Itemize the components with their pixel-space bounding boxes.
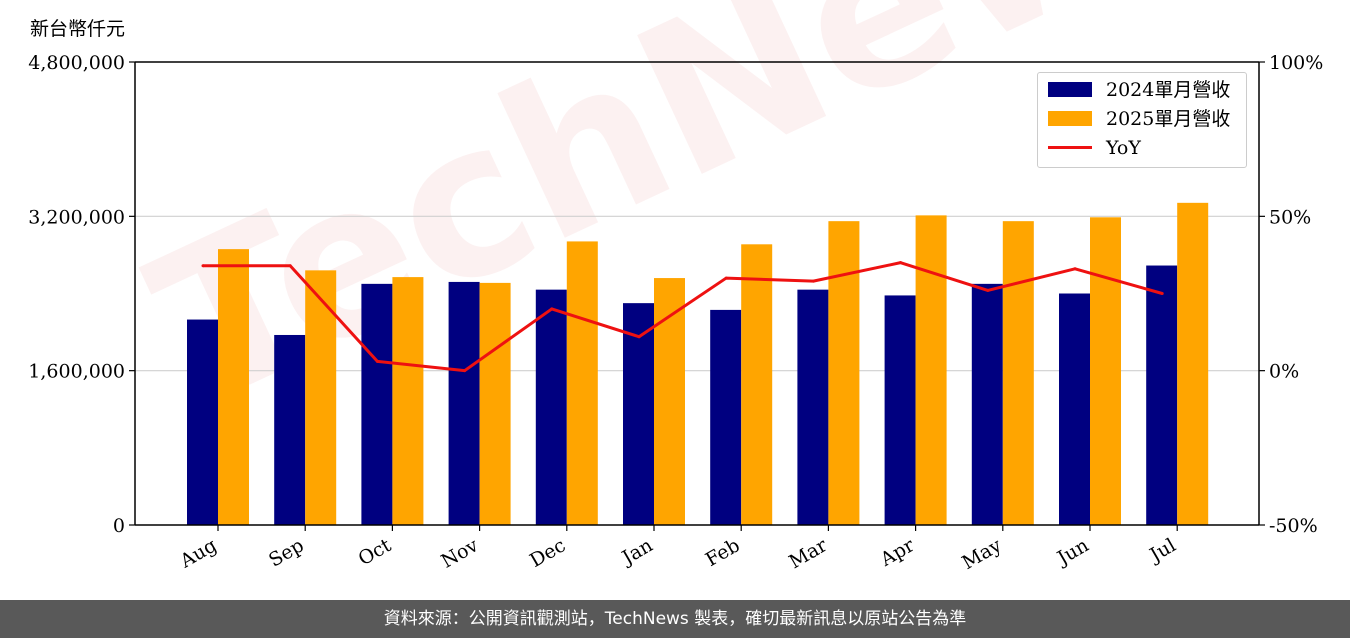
legend-item-2024: 2024單月營收 xyxy=(1048,77,1243,103)
yoy-point-oct xyxy=(375,359,379,363)
yoy-point-jun xyxy=(1073,267,1077,271)
bar-2025-jan xyxy=(654,278,685,525)
bar-2024-aug xyxy=(187,319,218,525)
bar-2025-mar xyxy=(828,221,860,525)
legend-swatch-2025 xyxy=(1048,111,1092,126)
yoy-point-jan xyxy=(637,335,641,339)
x-tick-label-mar: Mar xyxy=(785,534,831,573)
x-tick-label-jul: Jul xyxy=(1145,534,1180,567)
x-tick-label-apr: Apr xyxy=(876,534,919,571)
x-tick-label-nov: Nov xyxy=(437,534,482,573)
bar-2024-oct xyxy=(361,283,393,525)
y-tick-label: 0 xyxy=(113,515,125,537)
yoy-point-sep xyxy=(288,264,292,268)
yoy-point-mar xyxy=(811,279,815,283)
bar-2024-jul xyxy=(1146,265,1178,525)
yoy-line xyxy=(203,261,1163,373)
x-tick-label-oct: Oct xyxy=(355,534,396,570)
bar-2025-jun xyxy=(1090,217,1121,525)
yoy-point-nov xyxy=(463,369,467,373)
bar-2024-apr xyxy=(884,295,916,525)
bar-2025-dec xyxy=(566,241,598,525)
y-axis-unit-label: 新台幣仟元 xyxy=(30,18,126,40)
legend-label-2025: 2025單月營收 xyxy=(1106,108,1231,130)
y-tick-label: 4,800,000 xyxy=(28,52,125,74)
bar-2025-feb xyxy=(741,244,773,525)
yoy-point-may xyxy=(986,288,990,292)
bar-2024-jan xyxy=(623,303,654,525)
x-tick-label-dec: Dec xyxy=(526,534,569,572)
bar-2025-oct xyxy=(392,277,424,525)
y2-tick-label: 0% xyxy=(1269,361,1299,383)
bar-2024-jun xyxy=(1059,293,1090,525)
y2-tick-label: -50% xyxy=(1269,515,1318,537)
y-tick-label: 3,200,000 xyxy=(28,206,125,228)
legend-item-2025: 2025單月營收 xyxy=(1048,106,1243,132)
legend-label-yoy: YoY xyxy=(1106,137,1141,159)
revenue-chart: 0 1,600,000 3,200,000 4,800,000 -50% 0% 50% 100… xyxy=(28,52,1323,574)
y-tick-label: 1,600,000 xyxy=(28,361,125,383)
x-tick-label-aug: Aug xyxy=(176,534,221,573)
y2-tick-label: 100% xyxy=(1269,52,1323,74)
x-tick-label-jan: Jan xyxy=(617,534,657,570)
chart-legend: 2024單月營收 2025單月營收 YoY xyxy=(1037,72,1247,168)
legend-swatch-yoy xyxy=(1048,146,1092,149)
bar-2025-may xyxy=(1002,221,1034,525)
bar-2025-apr xyxy=(915,215,947,525)
legend-label-2024: 2024單月營收 xyxy=(1106,79,1231,101)
yoy-point-feb xyxy=(724,276,728,280)
bar-2024-nov xyxy=(448,281,480,525)
bar-2025-sep xyxy=(305,270,337,525)
yoy-point-aug xyxy=(201,264,205,268)
x-tick-label-may: May xyxy=(958,534,1005,574)
bar-2024-sep xyxy=(274,334,306,525)
yoy-point-dec xyxy=(550,307,554,311)
bar-2025-aug xyxy=(218,249,249,526)
legend-item-yoy: YoY xyxy=(1048,135,1243,161)
yoy-point-apr xyxy=(899,261,903,265)
x-tick-label-feb: Feb xyxy=(702,534,744,571)
x-tick-label-sep: Sep xyxy=(265,534,308,571)
bar-2024-dec xyxy=(535,289,567,525)
y2-tick-label: 50% xyxy=(1269,206,1311,228)
yoy-point-jul xyxy=(1160,292,1164,295)
bar-2024-may xyxy=(971,283,1003,525)
bar-2025-jul xyxy=(1177,202,1209,525)
bar-2024-mar xyxy=(797,289,829,525)
legend-swatch-2024 xyxy=(1048,82,1092,97)
bar-2024-feb xyxy=(710,309,742,525)
bar-2025-nov xyxy=(479,282,511,525)
source-footer: 資料來源：公開資訊觀測站，TechNews 製表，確切最新訊息以原站公告為準 xyxy=(0,600,1350,638)
x-tick-label-jun: Jun xyxy=(1052,534,1093,570)
